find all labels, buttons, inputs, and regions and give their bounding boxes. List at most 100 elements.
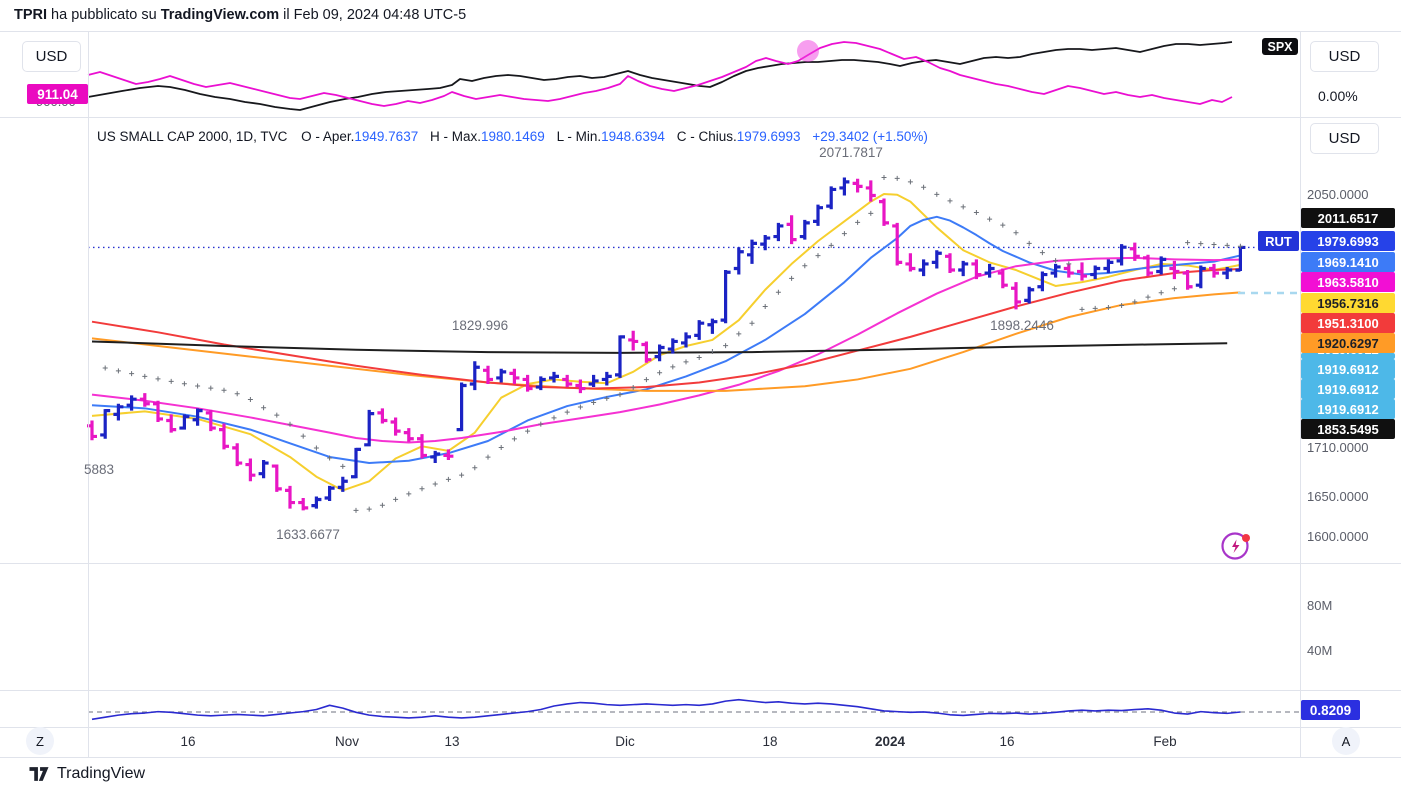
overlay-ma-red: [91, 268, 1241, 390]
ohlc-bar: [865, 180, 876, 202]
overlay-ma-orange: [91, 291, 1241, 392]
symbol-legend: US SMALL CAP 2000, 1D, TVC O - Aper.1949…: [97, 129, 928, 144]
ohlc-bar: [879, 198, 889, 226]
ohlc-bar: [1182, 270, 1193, 290]
ohlc-bar: [139, 393, 150, 407]
ohlc-bar: [1169, 260, 1180, 280]
ohlc-bar: [351, 447, 361, 479]
ohlc-bar: [166, 414, 177, 433]
psar-mark: [960, 204, 966, 210]
psar-mark: [551, 415, 557, 421]
psar-mark: [907, 179, 913, 185]
psar-mark: [155, 376, 161, 382]
ohlc-bar: [377, 408, 388, 424]
ma-black: [91, 340, 1228, 354]
psar-mark: [366, 506, 372, 512]
ohlc-bar: [483, 365, 493, 384]
psar-mark: [142, 373, 148, 379]
psar-mark: [855, 219, 861, 225]
ohlc-bar: [667, 338, 678, 354]
ohlc-bar: [931, 250, 942, 269]
ohlc-bar: [285, 485, 295, 509]
ohlc-bar: [601, 371, 612, 386]
tradingview-wordmark: TradingView: [57, 765, 146, 782]
psar-mark: [881, 174, 887, 180]
psar-mark: [1211, 242, 1217, 248]
ohlc-bar: [1116, 244, 1127, 266]
psar-mark: [1119, 303, 1125, 309]
ohlc-bar: [311, 496, 322, 509]
psar-mark: [1198, 241, 1204, 247]
ohlc-bar: [113, 403, 124, 421]
zoom-out-button[interactable]: Z: [26, 727, 54, 755]
psar-mark: [1053, 258, 1059, 264]
ohlc-bar: [417, 434, 427, 459]
volume-axis-tick: 80M: [1307, 598, 1333, 613]
psar-mark: [313, 445, 319, 451]
ohlc-bar: [219, 423, 229, 450]
divider: [0, 727, 1401, 728]
psar-mark: [947, 198, 953, 204]
high-value: 1980.1469: [481, 129, 545, 144]
top-right-currency-button[interactable]: USD: [1310, 41, 1379, 72]
ma-yellow: [91, 193, 1241, 492]
ohlc-bar: [1090, 265, 1101, 280]
price-annotation: 2071.7817: [819, 145, 883, 160]
psar-mark: [657, 370, 663, 376]
price-axis-tick: 1710.0000: [1307, 440, 1369, 455]
flash-ideas-icon[interactable]: [1219, 529, 1253, 563]
psar-mark: [775, 289, 781, 295]
ohlc-bar: [549, 371, 559, 383]
psar-mark: [617, 392, 623, 398]
time-axis-tick: 13: [444, 734, 460, 749]
price-annotation: 1829.996: [451, 318, 509, 333]
psar-mark: [261, 405, 267, 411]
left-currency-button[interactable]: USD: [22, 41, 81, 72]
psar-mark: [195, 383, 201, 389]
site-name: TradingView.com: [160, 7, 280, 23]
psar-mark: [1000, 222, 1006, 228]
low-value: 1948.6394: [601, 129, 665, 144]
main-currency-button[interactable]: USD: [1310, 123, 1379, 154]
ohlc-bar: [245, 458, 256, 482]
indicator-value-badge: 0.8209: [1301, 700, 1360, 720]
ohlc-bar: [126, 395, 137, 411]
ohlc-bar: [403, 428, 414, 442]
ohlc-bar: [430, 450, 441, 464]
price-badge: 1920.6297: [1301, 333, 1395, 353]
price-badge: 1951.3100: [1301, 313, 1395, 333]
psar-mark: [934, 191, 940, 197]
right-axis-border: [1300, 31, 1301, 757]
ohlc-bar: [1077, 262, 1087, 281]
ohlc-bar: [958, 260, 969, 277]
psar-mark: [828, 242, 834, 248]
time-axis-tick: 16: [999, 734, 1015, 749]
ohlc-bar: [707, 318, 718, 334]
psar-mark: [1013, 230, 1019, 236]
ohlc-bar: [1024, 286, 1035, 304]
price-badge: 1919.6912: [1301, 359, 1395, 379]
ohlc-bar: [654, 344, 665, 362]
ohlc-bar: [232, 443, 243, 467]
psar-mark: [498, 444, 504, 450]
change-percent-label: 0.00%: [1318, 88, 1358, 104]
ohlc-bar: [1222, 266, 1233, 280]
price-annotation: 5883: [84, 462, 115, 477]
psar-mark: [1026, 240, 1032, 246]
psar-mark: [577, 404, 583, 410]
divider: [0, 117, 1401, 118]
price-badge: 1919.6912: [1301, 399, 1395, 419]
auto-scale-button[interactable]: A: [1332, 727, 1360, 755]
ohlc-bar: [153, 400, 163, 422]
psar-mark: [300, 433, 306, 439]
psar-mark: [115, 368, 121, 374]
psar-mark: [815, 253, 821, 259]
ohlc-bar: [469, 361, 480, 391]
ohlc-bar: [535, 376, 546, 391]
tradingview-logo-link[interactable]: TradingView: [28, 765, 145, 783]
time-axis-tick: Dic: [615, 734, 635, 749]
divider: [0, 563, 1401, 564]
time-axis-tick: 18: [762, 734, 778, 749]
ohlc-bar: [786, 215, 797, 245]
